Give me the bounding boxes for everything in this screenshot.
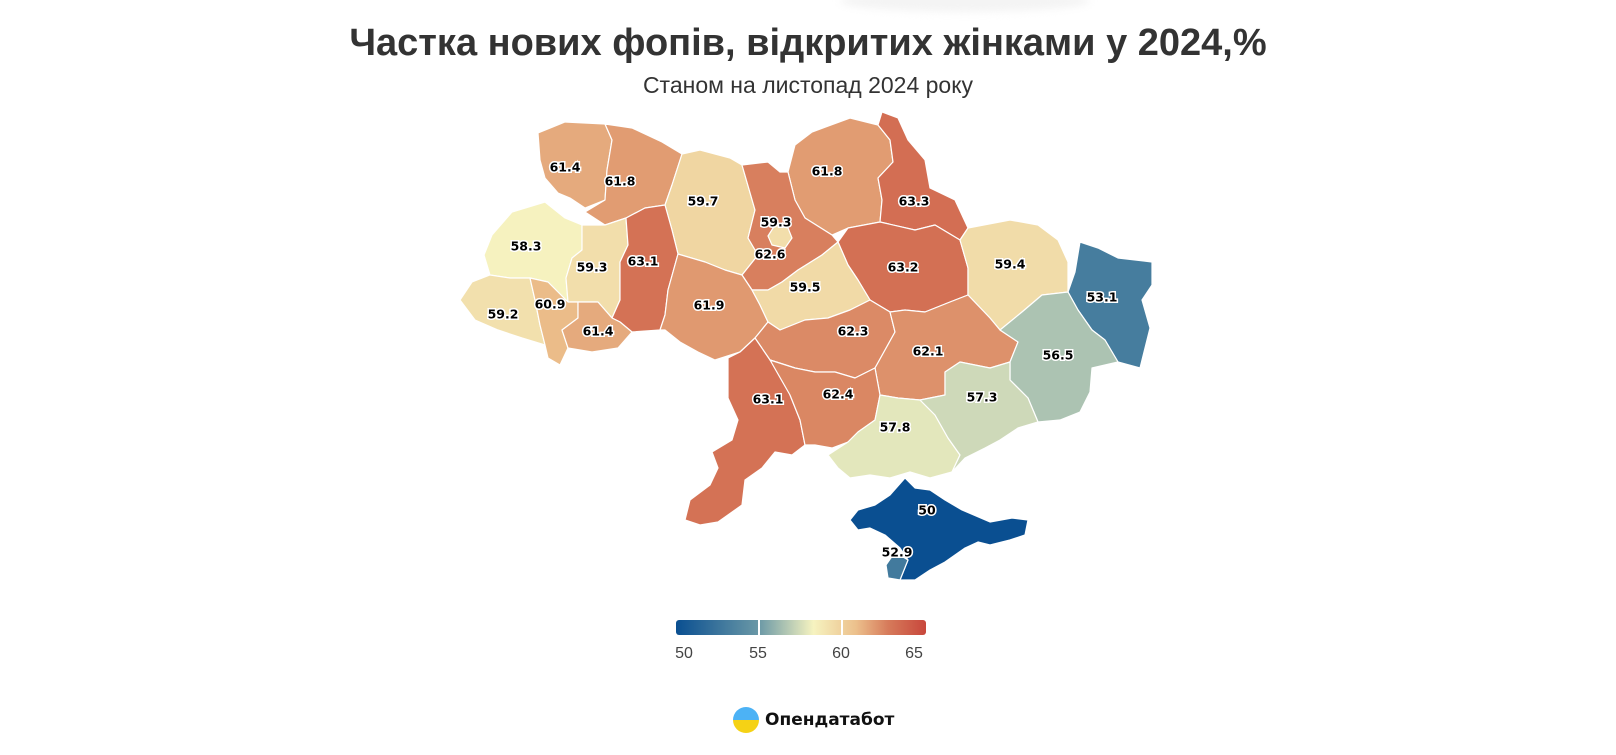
legend-label: 55 <box>749 645 767 662</box>
legend-label: 50 <box>675 645 693 662</box>
region-donetsk[interactable] <box>999 291 1119 423</box>
region-value-label: 63.1 <box>628 254 659 269</box>
region-value-label: 56.5 <box>1043 348 1074 363</box>
region-value-label: 59.4 <box>995 257 1026 272</box>
legend-tick-mark <box>841 620 843 635</box>
region-value-label: 61.4 <box>583 324 614 339</box>
brand[interactable]: Опендатабот <box>733 707 894 733</box>
region-zaporizhzhia[interactable] <box>919 361 1039 473</box>
region-value-label: 50 <box>918 503 936 518</box>
region-value-label: 63.3 <box>899 194 930 209</box>
region-chernivtsi[interactable] <box>561 301 633 353</box>
region-value-label: 53.1 <box>1087 290 1118 305</box>
region-value-label: 57.3 <box>967 390 998 405</box>
region-value-label: 59.2 <box>488 307 519 322</box>
region-value-label: 59.3 <box>761 215 792 230</box>
legend-label: 65 <box>905 645 923 662</box>
region-value-label: 57.8 <box>880 420 911 435</box>
region-value-label: 63.1 <box>753 392 784 407</box>
opendatabot-logo-icon <box>733 707 759 733</box>
region-value-label: 61.9 <box>694 298 725 313</box>
chart-subtitle: Станом на листопад 2024 року <box>642 72 974 98</box>
region-value-label: 60.9 <box>535 297 566 312</box>
region-value-label: 59.3 <box>577 260 608 275</box>
legend-label: 60 <box>832 645 850 662</box>
header-shadow <box>840 0 1090 12</box>
region-value-label: 59.5 <box>790 280 821 295</box>
region-sumy[interactable] <box>877 111 969 241</box>
color-legend: 50 55 60 65 <box>675 620 926 667</box>
region-crimea[interactable] <box>849 477 1029 581</box>
region-value-label: 62.6 <box>755 247 786 262</box>
region-value-label: 61.8 <box>812 164 843 179</box>
region-value-label: 62.4 <box>823 387 854 402</box>
region-sevastopol[interactable] <box>885 551 909 581</box>
region-value-label: 61.8 <box>605 174 636 189</box>
region-value-label: 61.4 <box>550 160 581 175</box>
brand-name: Опендатабот <box>765 710 895 730</box>
region-value-label: 62.1 <box>913 344 944 359</box>
legend-gradient-bar <box>676 620 926 635</box>
region-value-label: 63.2 <box>888 260 919 275</box>
region-value-label: 59.7 <box>688 194 719 209</box>
region-volyn[interactable] <box>537 121 613 209</box>
chart-title: Частка нових фопів, відкритих жінками у … <box>349 22 1267 64</box>
region-kyiv-city[interactable] <box>767 224 793 249</box>
region-value-label: 58.3 <box>511 239 542 254</box>
region-value-label: 62.3 <box>838 324 869 339</box>
region-value-label: 52.9 <box>882 545 913 560</box>
legend-tick-mark <box>758 620 760 635</box>
